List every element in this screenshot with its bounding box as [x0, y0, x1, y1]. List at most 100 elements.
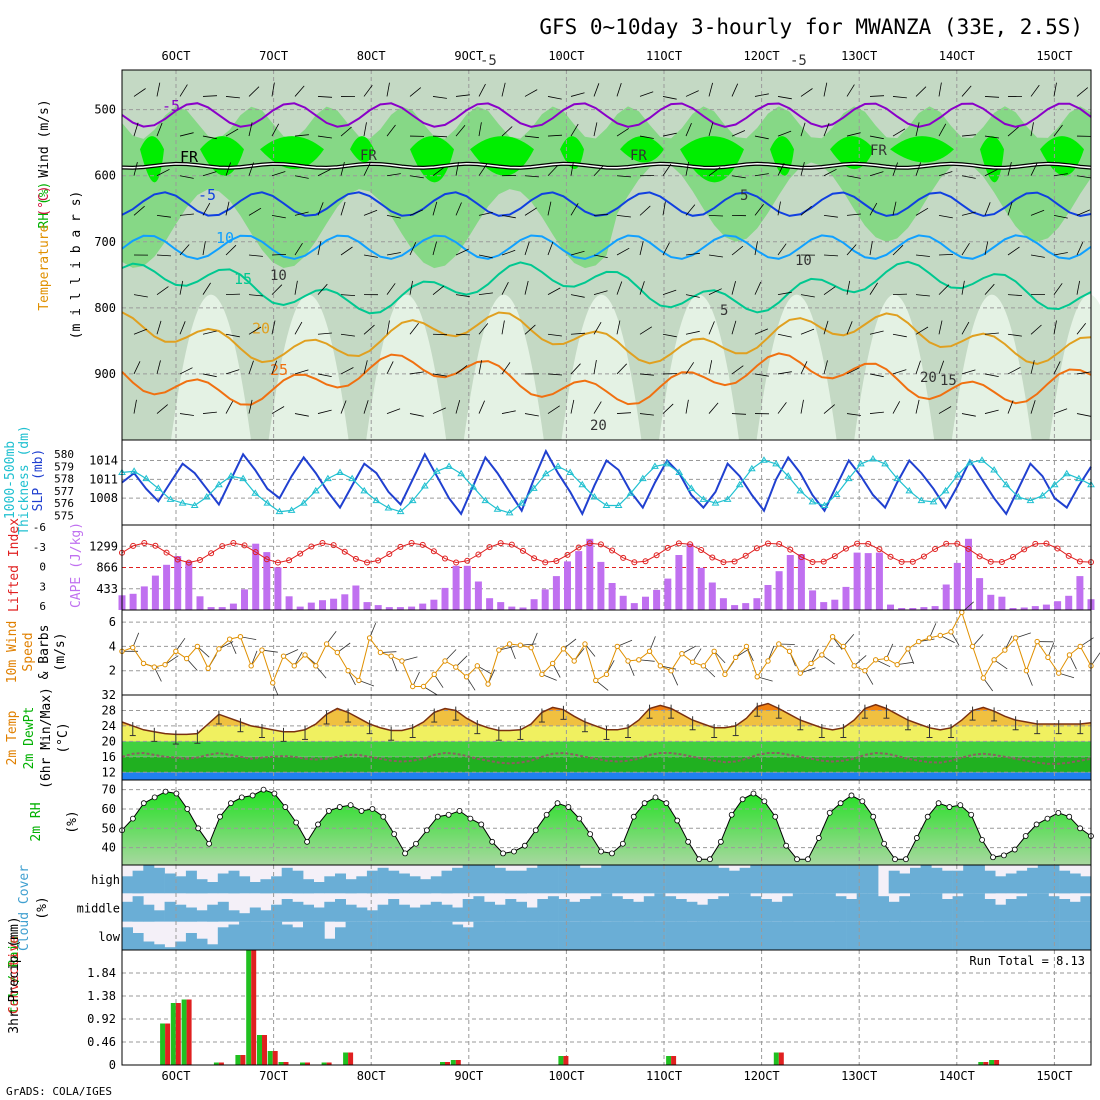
cloud-cell — [196, 879, 208, 894]
cloud-cell — [452, 907, 464, 922]
rain-bar — [181, 999, 187, 1065]
thickness-point — [542, 469, 550, 477]
cape-bar — [519, 607, 527, 610]
wind-barb — [294, 85, 305, 97]
rain-bar — [450, 1060, 456, 1065]
wind-barb — [363, 400, 369, 414]
cape-bar — [441, 587, 449, 610]
cloud-cell — [377, 904, 389, 922]
rh-point — [554, 800, 561, 807]
rain-bar — [321, 1062, 327, 1065]
thickness-point — [142, 474, 151, 482]
convective-bar — [240, 1055, 246, 1065]
wind-barb — [363, 122, 367, 137]
cape-bar — [218, 607, 226, 610]
x-tick-label-bottom: 6OCT — [162, 1069, 191, 1083]
cloud-cell — [1005, 921, 1017, 950]
rh-point — [728, 811, 735, 818]
rh-point — [1055, 809, 1062, 816]
wind-barb — [179, 321, 186, 335]
cloud-layer-label: middle — [77, 902, 120, 916]
cape-bar — [474, 581, 482, 610]
li-point — [731, 558, 738, 565]
thickness-point — [978, 456, 986, 463]
y-tick-label-left: 577 — [54, 485, 74, 498]
rh-point — [663, 800, 670, 807]
cloud-cell — [654, 921, 666, 950]
cloud-cell — [718, 921, 730, 950]
cloud-cell — [239, 921, 251, 950]
x-tick-label-top: 12OCT — [744, 49, 780, 63]
wind-barb — [777, 402, 787, 414]
cloud-cell — [164, 901, 176, 922]
wind-barb — [869, 135, 884, 140]
rh-point — [282, 804, 289, 810]
wind-barb — [386, 283, 396, 295]
wind-speed-point — [905, 646, 911, 652]
wind-barb — [501, 82, 506, 97]
cloud-cell — [335, 873, 346, 894]
wind-barb — [777, 371, 792, 375]
rh-point — [260, 786, 267, 793]
cape-bar — [1054, 601, 1062, 610]
convective-bar — [983, 1062, 989, 1065]
cloud-cell — [665, 865, 677, 894]
cloud-cell — [324, 938, 336, 950]
rh-point — [391, 831, 398, 837]
wind-speed-point — [549, 660, 556, 667]
li-point — [898, 558, 905, 565]
wind-barb — [984, 409, 999, 414]
rh-point — [815, 835, 822, 841]
cloud-cell — [313, 907, 325, 922]
rh-point — [434, 813, 441, 820]
cloud-cell — [1059, 921, 1071, 950]
rh-fill-saturated — [680, 136, 744, 183]
wind-barb — [961, 211, 976, 216]
cape-bar — [151, 575, 159, 610]
thickness-point — [445, 462, 453, 469]
wind-barb — [501, 214, 516, 219]
wind-barb — [823, 286, 836, 295]
cape-bar — [942, 584, 950, 610]
cloud-cell — [249, 907, 261, 922]
rh-point — [1077, 825, 1084, 832]
y-tick-label: 24 — [102, 719, 116, 733]
panel-background — [122, 440, 1091, 525]
cape-bar — [853, 552, 861, 610]
cloud-cell — [1080, 921, 1092, 950]
thickness-point — [554, 462, 562, 469]
cloud-cell — [814, 865, 826, 894]
cape-bar — [363, 602, 371, 610]
wind-barb — [915, 86, 927, 97]
cape-bar — [452, 565, 460, 610]
thickness-point — [735, 480, 744, 488]
wind-barb — [570, 363, 581, 375]
wind-speed-point — [183, 655, 190, 662]
cape-bar — [1065, 595, 1073, 610]
wind-barb — [294, 134, 309, 137]
rh-point — [935, 800, 942, 807]
wind-barb — [1007, 126, 1019, 137]
li-point — [720, 559, 727, 566]
wind-barb — [271, 123, 280, 137]
wind-barb — [1030, 400, 1036, 414]
li-point — [887, 553, 894, 560]
wind-speed-point — [862, 668, 868, 674]
wind-barb — [593, 290, 608, 296]
wind-barb — [179, 244, 190, 256]
wind-barb — [133, 88, 146, 97]
x-tick-label-bottom: 11OCT — [646, 1069, 682, 1083]
li-point — [375, 557, 382, 564]
wind-barb — [317, 202, 324, 216]
wind-barb — [225, 401, 234, 414]
wind-barb — [823, 320, 829, 335]
ylabel-part: (%) — [35, 896, 50, 919]
wind-barb — [363, 324, 375, 335]
rh-point — [674, 817, 681, 824]
thickness-point — [336, 468, 344, 475]
cape-bar — [419, 603, 427, 610]
ylabel-part: (%) — [65, 810, 80, 833]
cloud-cell — [643, 865, 655, 894]
wind-speed-point — [1034, 638, 1040, 645]
wind-barb — [1076, 323, 1087, 335]
